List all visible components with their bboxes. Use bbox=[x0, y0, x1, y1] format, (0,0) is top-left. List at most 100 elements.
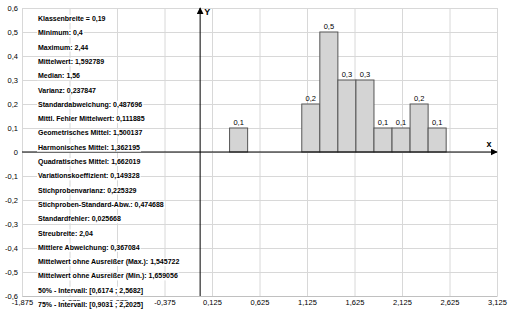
statistic-background bbox=[37, 29, 84, 37]
y-tick-label: -0,3 bbox=[5, 220, 18, 229]
data-label: 0,1 bbox=[233, 118, 243, 127]
x-tick: 3,125 bbox=[488, 8, 507, 307]
statistic: Geometrisches Mittel: 1,500137 bbox=[38, 129, 142, 137]
statistic-line: Mittl. Fehler Mittelwert: 0,111885 bbox=[37, 115, 146, 123]
statistic-line: Quadratisches Mittel: 1,662019 bbox=[37, 158, 141, 166]
statistic-background bbox=[37, 87, 97, 95]
statistic-line: Standardfehler: 0,025668 bbox=[37, 215, 122, 223]
data-label: 0,3 bbox=[342, 70, 352, 79]
statistic: Stichprobenvarianz: 0,225329 bbox=[38, 187, 137, 195]
x-tick-label: -1,875 bbox=[12, 298, 33, 307]
y-tick-label: 0,2 bbox=[8, 100, 18, 109]
y-tick-label: 0,4 bbox=[8, 52, 18, 61]
statistic: Mittelwert ohne Ausreißer (Max.): 1,5457… bbox=[38, 258, 179, 266]
bar bbox=[230, 128, 248, 152]
y-tick-label: -0,2 bbox=[5, 196, 18, 205]
statistic-background bbox=[37, 272, 179, 280]
statistic-background bbox=[37, 215, 122, 223]
statistic: Klassenbreite = 0,19 bbox=[38, 15, 106, 23]
x-tick: 0,625 bbox=[251, 8, 270, 307]
data-label: 0,1 bbox=[396, 118, 406, 127]
statistic-line: Stichprobenvarianz: 0,225329 bbox=[37, 187, 138, 195]
statistic: Mittelwert ohne Ausreißer (Min.): 1,6590… bbox=[38, 272, 178, 280]
statistic: Varianz: 0,237847 bbox=[38, 87, 96, 95]
y-tick-label: 0,3 bbox=[8, 76, 18, 85]
bar bbox=[302, 104, 320, 152]
bar bbox=[338, 80, 356, 152]
data-labels: 0,1 0,2 0,5 0,3 0,3 0,1 0,1 0,2 0,1 bbox=[233, 22, 442, 127]
y-grid-line bbox=[22, 296, 497, 297]
x-tick-label: 0,625 bbox=[251, 298, 270, 307]
statistic-line: Variationskoeffizient: 0,149328 bbox=[37, 172, 141, 180]
statistic-background bbox=[37, 58, 105, 66]
statistic-background bbox=[37, 244, 141, 252]
y-tick-label: 0,5 bbox=[8, 28, 18, 37]
statistic: 50% - Intervall: [0,6174 ; 2,5682] bbox=[38, 287, 143, 295]
y-tick-label: -0,1 bbox=[5, 172, 18, 181]
y-tick-label: 0,6 bbox=[8, 4, 18, 13]
x-tick-label: 1,625 bbox=[346, 298, 365, 307]
statistic-line: Varianz: 0,237847 bbox=[37, 87, 97, 95]
statistic-line: Streubreite: 2,04 bbox=[37, 230, 94, 238]
y-tick-label: -0,5 bbox=[5, 268, 18, 277]
y-tick: 0,6 bbox=[8, 4, 497, 13]
statistics: Klassenbreite = 0,19 Minimum: 0,4 Maximum:… bbox=[37, 15, 180, 309]
bar bbox=[320, 32, 338, 152]
y-tick-label: -0,4 bbox=[5, 244, 18, 253]
data-label: 0,5 bbox=[324, 22, 334, 31]
statistic-background bbox=[37, 15, 107, 23]
x-tick: -1,875 bbox=[12, 8, 33, 307]
statistic-background bbox=[37, 258, 180, 266]
bars bbox=[230, 32, 447, 152]
x-tick-label: 2,125 bbox=[393, 298, 412, 307]
x-tick: 1,125 bbox=[298, 8, 317, 307]
statistic-background bbox=[37, 144, 141, 152]
statistic-line: Minimum: 0,4 bbox=[37, 29, 84, 37]
statistic: Standardfehler: 0,025668 bbox=[38, 215, 121, 223]
statistic: Mittlere Abweichung: 0,367084 bbox=[38, 244, 140, 252]
statistic-background bbox=[37, 101, 143, 109]
statistic-line: Geometrisches Mittel: 1,500137 bbox=[37, 129, 143, 137]
y-tick-label: 0,1 bbox=[8, 124, 18, 133]
x-tick: 2,625 bbox=[441, 8, 460, 307]
x-tick-label: 3,125 bbox=[488, 298, 507, 307]
bar bbox=[392, 128, 410, 152]
statistic: 75% - Intervall: [0,9031 ; 2,2025] bbox=[38, 301, 143, 309]
y-tick: -0,4 bbox=[5, 244, 497, 253]
y-tick: 0,5 bbox=[8, 28, 497, 37]
statistic-background bbox=[37, 72, 81, 80]
data-label: 0,1 bbox=[378, 118, 388, 127]
statistic-background bbox=[37, 129, 143, 137]
data-label: 0,2 bbox=[414, 94, 424, 103]
statistic-line: Standardabweichung: 0,487696 bbox=[37, 101, 143, 109]
statistic-line: Mittelwert: 1,592789 bbox=[37, 58, 105, 66]
data-label: 0,1 bbox=[432, 118, 442, 127]
x-axis: -1,875-1,375-0,875-0,3750,1250,6251,1251… bbox=[12, 8, 507, 307]
x-axis-title: x bbox=[486, 139, 491, 149]
statistic-line: Klassenbreite = 0,19 bbox=[37, 15, 107, 23]
statistic-line: 75% - Intervall: [0,9031 ; 2,2025] bbox=[37, 301, 144, 309]
x-tick-label: 0,125 bbox=[203, 298, 222, 307]
statistic: Variationskoeffizient: 0,149328 bbox=[38, 172, 140, 180]
y-tick: -0,1 bbox=[5, 172, 497, 181]
statistic: Minimum: 0,4 bbox=[38, 29, 83, 37]
data-label: 0,2 bbox=[306, 94, 316, 103]
statistic: Maximum: 2,44 bbox=[38, 44, 88, 52]
x-tick-label: 2,625 bbox=[441, 298, 460, 307]
statistic-background bbox=[37, 201, 165, 209]
data-label: 0,3 bbox=[360, 70, 370, 79]
statistic-background bbox=[37, 44, 89, 52]
y-axis: -0,6-0,5-0,4-0,3-0,2-0,100,10,20,30,40,5… bbox=[5, 4, 497, 301]
x-grid-line bbox=[497, 8, 498, 296]
statistic-line: Maximum: 2,44 bbox=[37, 44, 89, 52]
statistic: Mittelwert: 1,592789 bbox=[38, 58, 104, 66]
statistic: Stichproben-Standard-Abw.: 0,474688 bbox=[38, 201, 164, 209]
x-tick: 2,125 bbox=[393, 8, 412, 307]
statistic-line: Mittelwert ohne Ausreißer (Max.): 1,5457… bbox=[37, 258, 180, 266]
statistic-line: Median: 1,56 bbox=[37, 72, 81, 80]
bar bbox=[410, 104, 428, 152]
statistic-line: Mittlere Abweichung: 0,367084 bbox=[37, 244, 141, 252]
statistic: Streubreite: 2,04 bbox=[38, 230, 93, 238]
x-tick: 1,625 bbox=[346, 8, 365, 307]
bar bbox=[356, 80, 374, 152]
